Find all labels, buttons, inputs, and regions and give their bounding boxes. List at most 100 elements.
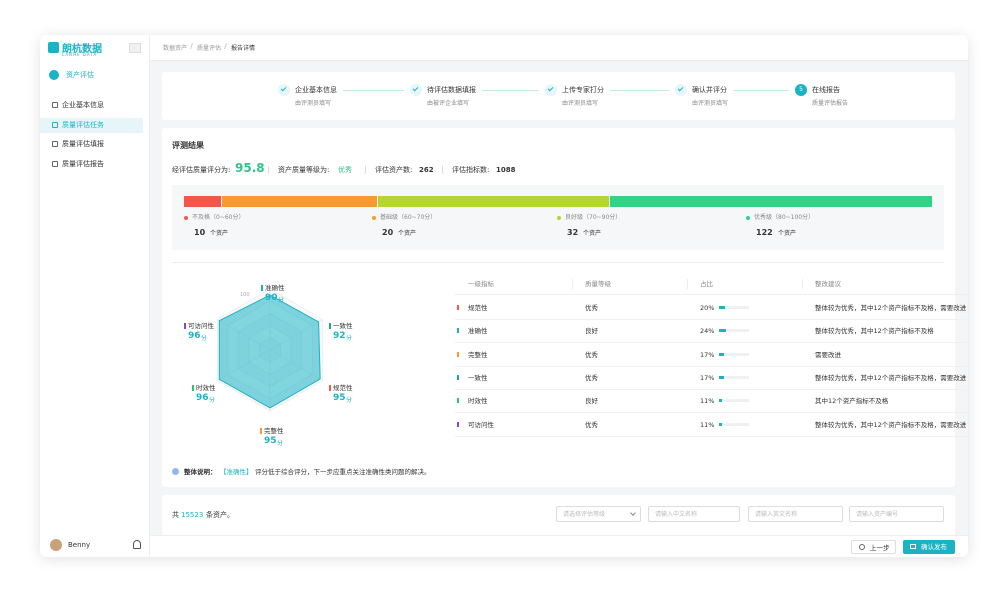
grade-name: 良好级（70~90分）	[565, 214, 622, 221]
check-icon	[412, 85, 419, 92]
assets-label: 评估资产数:	[375, 166, 413, 174]
col-sep	[802, 279, 803, 289]
table-cell: 优秀	[585, 304, 598, 312]
divider	[268, 166, 269, 174]
table-header: 整改建议	[815, 280, 841, 288]
breadcrumb-item[interactable]: 数据资产	[163, 45, 188, 52]
table-row-line	[455, 388, 968, 390]
breadcrumb-item[interactable]: 质量评估	[197, 45, 222, 52]
radar-dot	[184, 323, 186, 329]
logo-text: 朗杭数据	[62, 44, 102, 55]
table-cell: 时效性	[468, 397, 488, 406]
menu-icon	[52, 102, 58, 108]
placeholder: 请输入资产编号	[856, 511, 899, 518]
menu-item[interactable]: 质量评估任务	[40, 117, 143, 133]
menu-text: 企业基本信息	[62, 101, 104, 109]
radar-dim-unit: 分	[277, 440, 284, 447]
progress-fill	[719, 399, 723, 403]
menu-icon	[52, 121, 58, 128]
note-text: 评分低于综合评分，下一步应重点关注准确性类问题的解决。	[255, 468, 431, 476]
grade-bar-segment	[222, 196, 377, 207]
step-icon	[545, 84, 557, 96]
row-dot	[457, 398, 459, 404]
table-row-line	[455, 342, 968, 344]
select[interactable]: 请选择评估等级	[556, 506, 641, 522]
step-title: 确认并评分	[692, 86, 727, 94]
indicators-label: 评估指标数:	[452, 166, 490, 174]
step-title: 待评估数据填报	[427, 86, 476, 94]
indicators-value: 1088	[496, 166, 516, 174]
radar-dim-name: 时效性	[196, 384, 216, 392]
table-cell: 可访问性	[468, 420, 494, 429]
progress-track	[719, 399, 749, 403]
row-dot	[457, 351, 459, 357]
confirm-button[interactable]: 确认发布	[903, 540, 955, 554]
action-bar: 上一步 确认发布	[150, 535, 968, 557]
placeholder: 请输入中文名称	[655, 511, 698, 518]
check-icon	[677, 85, 684, 92]
table-cell: 良好	[585, 397, 598, 406]
progress-fill	[719, 306, 725, 309]
grade-unit: 个资产	[210, 230, 229, 237]
table-row-line	[455, 365, 968, 367]
grade-unit: 个资产	[398, 230, 417, 237]
menu-item[interactable]: 质量评估报告	[40, 157, 143, 172]
step-title: 上传专家打分	[562, 86, 604, 94]
check-icon	[280, 85, 287, 92]
menu-item[interactable]: 质量评估填报	[40, 137, 143, 152]
grade-bar-segment	[184, 196, 221, 207]
note-label: 整体说明：	[184, 468, 217, 476]
menu-item[interactable]: 企业基本信息	[40, 98, 143, 113]
user-name: Benny	[68, 541, 91, 549]
info-icon	[172, 468, 179, 475]
step-desc: 由评测员填写	[692, 100, 729, 107]
radar-dim-unit: 分	[209, 397, 216, 404]
step-desc: 由被评企业填写	[427, 100, 470, 107]
bell-icon[interactable]	[133, 540, 141, 549]
menu-group[interactable]: 资产评估	[66, 71, 94, 79]
grade-name: 不及格（0~60分）	[192, 214, 245, 221]
table-cell: 24%	[700, 327, 715, 336]
text-input[interactable]: 请输入英文名称	[748, 506, 843, 522]
table-cell: 整体较为优秀，其中12个资产指标不及格，需要改进	[815, 373, 967, 382]
prev-text: 上一步	[870, 544, 890, 552]
progress-track	[719, 375, 749, 379]
table-cell: 优秀	[585, 420, 598, 429]
table-cell: 优秀	[585, 373, 598, 382]
table-cell: 17%	[700, 373, 715, 382]
menu-toggle[interactable]	[129, 43, 141, 53]
radar-dot	[260, 428, 262, 434]
menu-icon	[52, 141, 58, 147]
prev-button[interactable]: 上一步	[851, 540, 896, 554]
table-cell: 整体较为优秀，其中12个资产指标不及格，需要改进	[815, 304, 967, 312]
table-cell: 20%	[700, 304, 715, 312]
row-dot	[457, 421, 459, 427]
table-row-line	[455, 319, 968, 320]
progress-track	[719, 352, 749, 356]
table-cell: 需要改进	[815, 350, 841, 359]
row-dot	[457, 374, 459, 380]
result-card: 评测结果 经评估质量评分为: 95.8 资产质量等级为: 优秀 评估资产数: 262 评估指标…	[162, 128, 968, 506]
steps-card: 企业基本信息 由评测员填写 待评估数据填报 由被评企业填写 上传专家打分 由评测员填写 确认…	[162, 72, 955, 120]
text-input[interactable]: 请输入中文名称	[648, 506, 740, 522]
total-count: 15523	[181, 511, 204, 519]
text-input[interactable]: 请输入资产编号	[849, 506, 944, 522]
row-dot	[457, 328, 459, 334]
radar-dim-name: 规范性	[333, 384, 353, 392]
table-row-line	[455, 412, 968, 414]
radar-max-label: 100	[240, 292, 250, 298]
header: 数据资产 质量评估 报告详情	[150, 35, 968, 61]
step-title: 在线报告	[812, 86, 840, 94]
sidebar: 朗杭数据 LANHE DATA 资产评估 企业基本信息 质量评估任务 质量评估填报 质量评估…	[40, 35, 150, 557]
table-header: 一级指标	[468, 280, 494, 288]
grade-count: 20	[382, 228, 394, 237]
table-cell: 完整性	[468, 350, 488, 359]
radar-dim-value: 95	[333, 393, 346, 403]
step-icon	[410, 84, 422, 96]
table-header-bg	[455, 273, 968, 295]
radar-dim-unit: 分	[278, 297, 285, 304]
radar-dim-value: 95	[264, 436, 277, 446]
table-cell: 良好	[585, 327, 598, 336]
grade-count: 10	[194, 228, 206, 237]
table-cell: 准确性	[468, 327, 488, 336]
